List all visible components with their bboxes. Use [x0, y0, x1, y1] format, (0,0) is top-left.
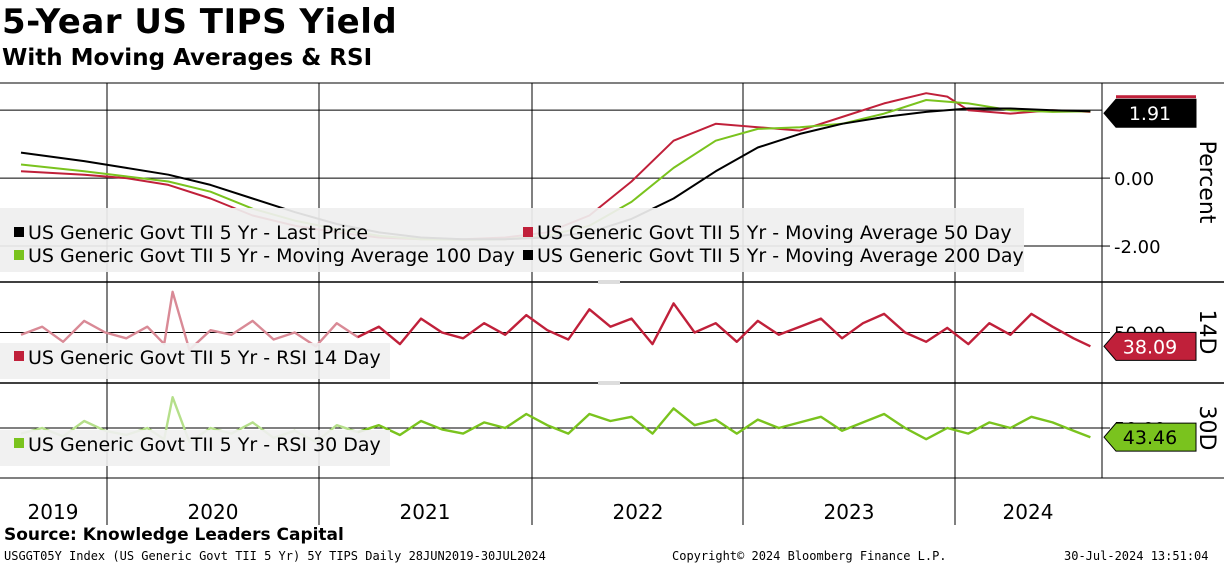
legend-label-last: US Generic Govt TII 5 Yr - Last Price [28, 222, 368, 244]
legend-swatch-ma200 [523, 250, 533, 260]
legend-label-rsi30: US Generic Govt TII 5 Yr - RSI 30 Day [28, 434, 381, 456]
x-tick-label: 2023 [824, 500, 875, 524]
rsi30-series-line [357, 407, 1091, 441]
footer-timestamp: 30-Jul-2024 13:51:04 [1064, 549, 1209, 563]
legend-label-ma100: US Generic Govt TII 5 Yr - Moving Averag… [28, 245, 515, 267]
rsi30-axis-label: 30D [1194, 406, 1219, 451]
legend-swatch-last [14, 227, 24, 237]
price-axis-label: Percent [1194, 141, 1219, 224]
last-price-badge [1103, 98, 1197, 128]
x-tick-label: 2021 [400, 500, 451, 524]
source-label: Source: Knowledge Leaders Capital [4, 525, 344, 545]
legend-swatch-rsi30 [14, 438, 24, 448]
rsi14-value: 38.09 [1123, 336, 1177, 358]
x-tick-label: 2022 [613, 500, 664, 524]
rsi14-badge [1103, 331, 1197, 361]
legend-swatch-ma50 [523, 227, 533, 237]
legend-label-rsi14: US Generic Govt TII 5 Yr - RSI 14 Day [28, 347, 381, 369]
legend-swatch-ma100 [14, 250, 24, 260]
legend-label-ma50: US Generic Govt TII 5 Yr - Moving Averag… [537, 222, 1012, 244]
x-tick-label: 2020 [188, 500, 239, 524]
pane-splitter-1 [598, 280, 620, 284]
rsi30-value: 43.46 [1123, 427, 1177, 449]
chart-title: 5-Year US TIPS Yield [2, 2, 398, 42]
rsi30-badge [1103, 422, 1197, 452]
x-tick-label: 2019 [28, 500, 79, 524]
chart-subtitle: With Moving Averages & RSI [2, 45, 373, 71]
ma-badge-stack [1116, 95, 1196, 99]
last-price-value: 1.91 [1129, 103, 1171, 125]
rsi14-series-faded [20, 290, 380, 352]
rsi14-axis-label: 14D [1194, 310, 1219, 355]
legend-swatch-rsi14 [14, 351, 24, 361]
footer-copyright: Copyright© 2024 Bloomberg Finance L.P. [672, 549, 947, 563]
x-tick-label: 2024 [1003, 500, 1054, 524]
y-tick-label: 0.00 [1114, 169, 1154, 190]
rsi14-series-line [357, 302, 1091, 348]
rsi14-legend-box [0, 343, 390, 379]
rsi30-legend-box [0, 430, 390, 466]
pane-splitter-2 [598, 381, 620, 385]
legend-label-ma200: US Generic Govt TII 5 Yr - Moving Averag… [537, 245, 1024, 267]
footer-index-info: USGGT05Y Index (US Generic Govt TII 5 Yr… [4, 549, 546, 563]
y-tick-label: -2.00 [1114, 237, 1161, 258]
price-legend-box [0, 208, 1024, 272]
